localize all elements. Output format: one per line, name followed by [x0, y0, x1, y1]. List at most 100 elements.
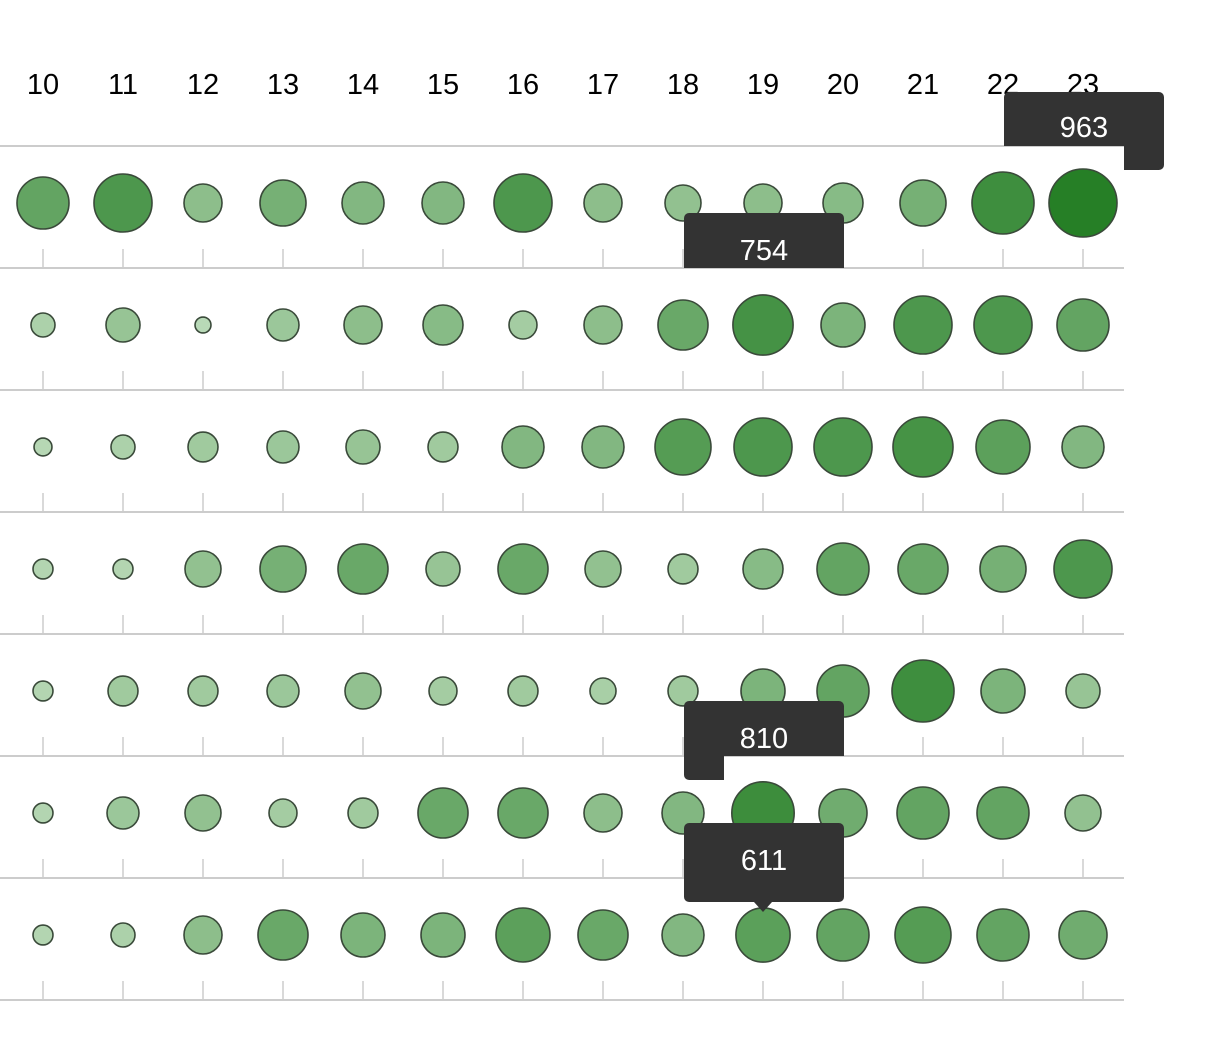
hour-label-12: 12 [187, 69, 219, 101]
punch-dot-r1-h13 [266, 308, 300, 342]
punch-dot-r6-h16 [495, 907, 551, 963]
punch-dot-r2-h23 [1061, 425, 1105, 469]
punch-dot-r6-h12 [183, 915, 223, 955]
punch-dot-r6-h19 [735, 907, 791, 963]
punch-dot-r4-h23 [1065, 673, 1101, 709]
punch-dot-r6-h21 [894, 906, 952, 964]
punch-dot-r4-h16 [507, 675, 539, 707]
punch-dot-r2-h19 [733, 417, 793, 477]
hour-label-21: 21 [907, 69, 939, 101]
punch-dot-r3-h14 [337, 543, 389, 595]
punch-dot-r0-h23 [1048, 168, 1118, 238]
punch-dot-r5-h16 [497, 787, 549, 839]
punch-dot-r0-h16 [493, 173, 553, 233]
punch-dot-r3-h23 [1053, 539, 1113, 599]
punch-dot-r1-h21 [893, 295, 953, 355]
punch-dot-r3-h22 [979, 545, 1027, 593]
punch-dot-r0-h17 [583, 183, 623, 223]
punch-dot-r1-h16 [508, 310, 538, 340]
punch-dot-r3-h15 [425, 551, 461, 587]
punch-dot-r0-h11 [93, 173, 153, 233]
punch-dot-r1-h23 [1056, 298, 1110, 352]
hour-label-14: 14 [347, 69, 379, 101]
punch-dot-r5-h15 [417, 787, 469, 839]
punch-dot-r6-h17 [577, 909, 629, 961]
punch-dot-r3-h21 [897, 543, 949, 595]
punch-dot-r4-h13 [266, 674, 300, 708]
punch-dot-r6-h13 [257, 909, 309, 961]
punch-dot-r2-h21 [892, 416, 954, 478]
punch-dot-r6-h10 [32, 924, 54, 946]
punch-dot-r0-h21 [899, 179, 947, 227]
punch-dot-r1-h19 [732, 294, 794, 356]
punch-dot-r6-h15 [420, 912, 466, 958]
punch-dot-r5-h11 [106, 796, 140, 830]
punch-dot-r2-h17 [581, 425, 625, 469]
hour-label-18: 18 [667, 69, 699, 101]
tooltip-611-arrow [754, 902, 772, 912]
punch-dot-r6-h18 [661, 913, 705, 957]
punch-dot-r4-h10 [32, 680, 54, 702]
punch-dot-r1-h18 [657, 299, 709, 351]
punch-dot-r5-h21 [896, 786, 950, 840]
hour-label-17: 17 [587, 69, 619, 101]
hour-label-13: 13 [267, 69, 299, 101]
punch-dot-r4-h11 [107, 675, 139, 707]
hour-label-20: 20 [827, 69, 859, 101]
punch-dot-r2-h11 [110, 434, 136, 460]
punch-dot-r6-h20 [816, 908, 870, 962]
punch-dot-r1-h15 [422, 304, 464, 346]
punch-dot-r3-h18 [667, 553, 699, 585]
punch-dot-r6-h11 [110, 922, 136, 948]
hour-label-16: 16 [507, 69, 539, 101]
punch-dot-r2-h18 [654, 418, 712, 476]
punch-dot-r3-h11 [112, 558, 134, 580]
punch-dot-r2-h16 [501, 425, 545, 469]
punch-dot-r6-h22 [976, 908, 1030, 962]
punch-dot-r0-h13 [259, 179, 307, 227]
punch-dot-r4-h22 [980, 668, 1026, 714]
hour-label-15: 15 [427, 69, 459, 101]
punch-dot-r5-h12 [184, 794, 222, 832]
punch-dot-r1-h11 [105, 307, 141, 343]
punch-dot-r6-h14 [340, 912, 386, 958]
punch-dot-r3-h17 [584, 550, 622, 588]
punch-dot-r0-h14 [341, 181, 385, 225]
punch-dot-r3-h19 [742, 548, 784, 590]
punch-dot-r0-h12 [183, 183, 223, 223]
punch-dot-r1-h17 [583, 305, 623, 345]
hour-label-19: 19 [747, 69, 779, 101]
punch-dot-r4-h17 [589, 677, 617, 705]
punch-dot-r2-h22 [975, 419, 1031, 475]
punch-dot-r4-h21 [891, 659, 955, 723]
punch-dot-r5-h10 [32, 802, 54, 824]
punch-dot-r2-h15 [427, 431, 459, 463]
punch-dot-r5-h14 [347, 797, 379, 829]
tooltip-754: 754 [684, 213, 844, 268]
punch-dot-r3-h12 [184, 550, 222, 588]
punch-dot-r2-h20 [813, 417, 873, 477]
punch-dot-r6-h23 [1058, 910, 1108, 960]
punch-dot-r3-h10 [32, 558, 54, 580]
tooltip-611: 611 [684, 823, 844, 902]
punch-dot-r1-h14 [343, 305, 383, 345]
punch-dot-r1-h12 [194, 316, 212, 334]
punch-dot-r1-h10 [30, 312, 56, 338]
punch-dot-r2-h14 [345, 429, 381, 465]
punch-dot-r4-h14 [344, 672, 382, 710]
punch-dot-r5-h23 [1064, 794, 1102, 832]
punch-dot-r2-h12 [187, 431, 219, 463]
punch-dot-r5-h17 [583, 793, 623, 833]
punch-dot-r3-h16 [497, 543, 549, 595]
punch-dot-r0-h10 [16, 176, 70, 230]
punch-dot-r5-h22 [976, 786, 1030, 840]
punch-dot-r1-h22 [973, 295, 1033, 355]
punch-dot-r0-h18 [664, 184, 702, 222]
hour-label-10: 10 [27, 69, 59, 101]
punch-dot-r4-h18 [667, 675, 699, 707]
punch-dot-r2-h13 [266, 430, 300, 464]
punch-dot-r5-h13 [268, 798, 298, 828]
hour-label-11: 11 [108, 69, 138, 101]
punch-dot-r3-h13 [259, 545, 307, 593]
